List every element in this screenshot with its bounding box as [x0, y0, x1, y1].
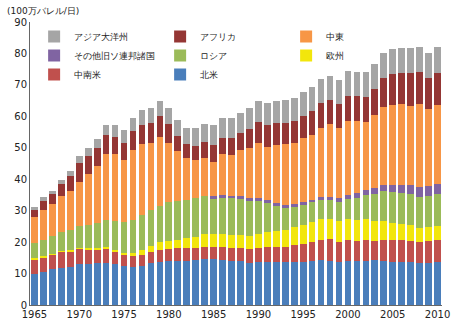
svg-text:90: 90: [14, 17, 27, 28]
svg-text:アジア大洋州: アジア大洋州: [74, 32, 128, 42]
svg-text:アフリカ: アフリカ: [200, 32, 236, 42]
svg-text:ロシア: ロシア: [200, 51, 227, 61]
svg-text:(100万バレル/日): (100万バレル/日): [7, 6, 79, 16]
svg-text:20: 20: [14, 237, 27, 248]
svg-text:その他旧ソ連邦諸国: その他旧ソ連邦諸国: [74, 51, 155, 61]
svg-text:50: 50: [14, 142, 27, 153]
svg-text:1980: 1980: [156, 309, 181, 320]
svg-text:2000: 2000: [335, 309, 360, 320]
svg-text:2005: 2005: [380, 309, 405, 320]
svg-text:1975: 1975: [111, 309, 136, 320]
svg-text:80: 80: [14, 48, 27, 59]
svg-text:0: 0: [21, 300, 27, 311]
svg-text:40: 40: [14, 174, 27, 185]
svg-text:中南米: 中南米: [74, 70, 101, 80]
svg-text:北米: 北米: [200, 70, 218, 80]
svg-text:1970: 1970: [67, 309, 92, 320]
svg-text:1990: 1990: [246, 309, 271, 320]
svg-text:10: 10: [14, 268, 27, 279]
svg-text:1965: 1965: [22, 309, 47, 320]
svg-text:60: 60: [14, 111, 27, 122]
svg-text:1985: 1985: [201, 309, 226, 320]
svg-text:30: 30: [14, 205, 27, 216]
svg-text:欧州: 欧州: [326, 51, 344, 61]
svg-text:2010: 2010: [425, 309, 450, 320]
svg-text:1995: 1995: [290, 309, 315, 320]
svg-text:中東: 中東: [326, 32, 344, 42]
svg-text:70: 70: [14, 79, 27, 90]
